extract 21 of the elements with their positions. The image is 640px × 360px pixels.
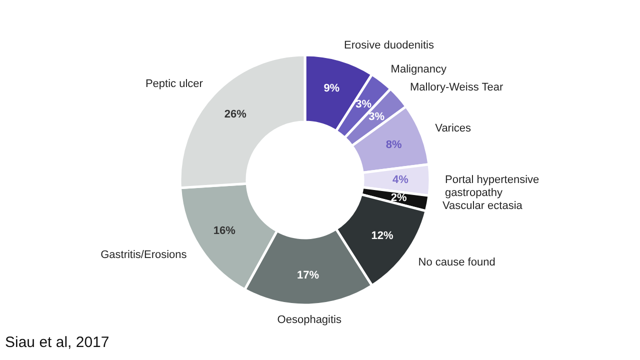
text: Siau et al, 2017 xyxy=(5,334,110,351)
data-label: 9% xyxy=(324,82,340,94)
data-label: 3% xyxy=(356,98,372,111)
slice-label: Oesophagitis xyxy=(277,314,342,326)
data-label: 8% xyxy=(386,138,402,151)
slice-label: Gastritis/Erosions xyxy=(100,249,188,262)
data-label: 17% xyxy=(296,269,320,282)
data-label: 26% xyxy=(224,108,247,121)
slice-label: Vascular ectasia xyxy=(442,200,524,212)
data-label: 2% xyxy=(390,192,407,204)
data-label: 12% xyxy=(371,230,394,242)
data-label: 3% xyxy=(368,110,385,123)
slice-label: Peptic ulcer xyxy=(145,78,204,90)
slice-label: Varices xyxy=(435,122,472,134)
slice-label: Mallory-Weiss Tear xyxy=(410,81,504,94)
slice-label: Erosive duodenitis xyxy=(344,40,434,52)
data-label: 16% xyxy=(213,225,236,238)
slice-label: Malignancy xyxy=(390,63,447,76)
slice-label: Portal hypertensive gastropathy xyxy=(445,174,540,199)
data-label: 4% xyxy=(392,174,409,186)
slice-label: No cause found xyxy=(418,256,496,268)
